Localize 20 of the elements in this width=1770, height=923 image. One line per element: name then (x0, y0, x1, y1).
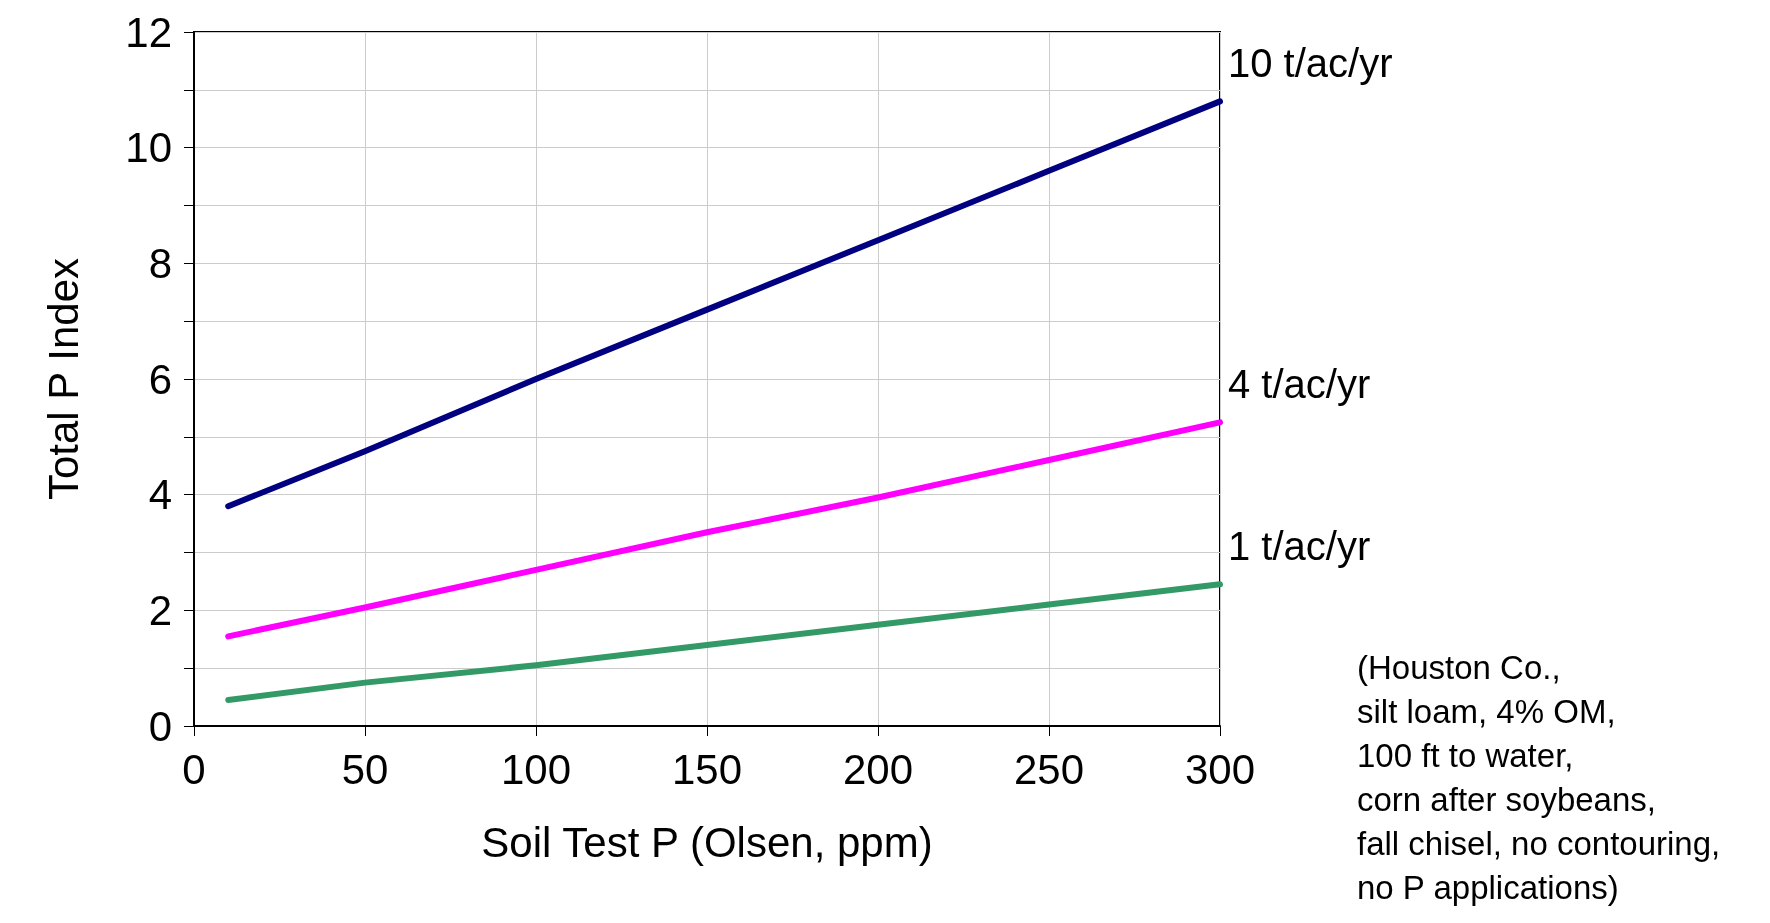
y-tick-label: 4 (148, 471, 172, 519)
y-tick-label: 0 (148, 702, 172, 750)
y-tick-label: 6 (148, 355, 172, 403)
x-tick-label: 50 (341, 745, 389, 793)
text: (Houston Co., silt loam, 4% OM, 100 ft to water, corn after soybeans, fall chisel, no contouring, no P applications) (1357, 648, 1721, 906)
x-axis-title: Soil Test P (Olsen, ppm) (481, 818, 933, 866)
y-tick-label: 12 (125, 8, 172, 56)
y-tick-label: 8 (148, 239, 172, 287)
x-tick-label: 300 (1184, 745, 1256, 793)
y-tick-label: 10 (125, 124, 172, 172)
series-label: 4 t/ac/yr (1228, 362, 1371, 407)
x-tick-label: 100 (500, 745, 572, 793)
x-tick-label: 0 (182, 745, 206, 793)
x-tick-label: 250 (1013, 745, 1085, 793)
y-tick-label: 2 (148, 586, 172, 634)
x-tick-label: 200 (842, 745, 914, 793)
series-label: 10 t/ac/yr (1228, 41, 1393, 86)
series-label: 1 t/ac/yr (1228, 524, 1371, 569)
y-axis-title: Total P Index (39, 257, 87, 501)
x-tick-label: 150 (671, 745, 743, 793)
